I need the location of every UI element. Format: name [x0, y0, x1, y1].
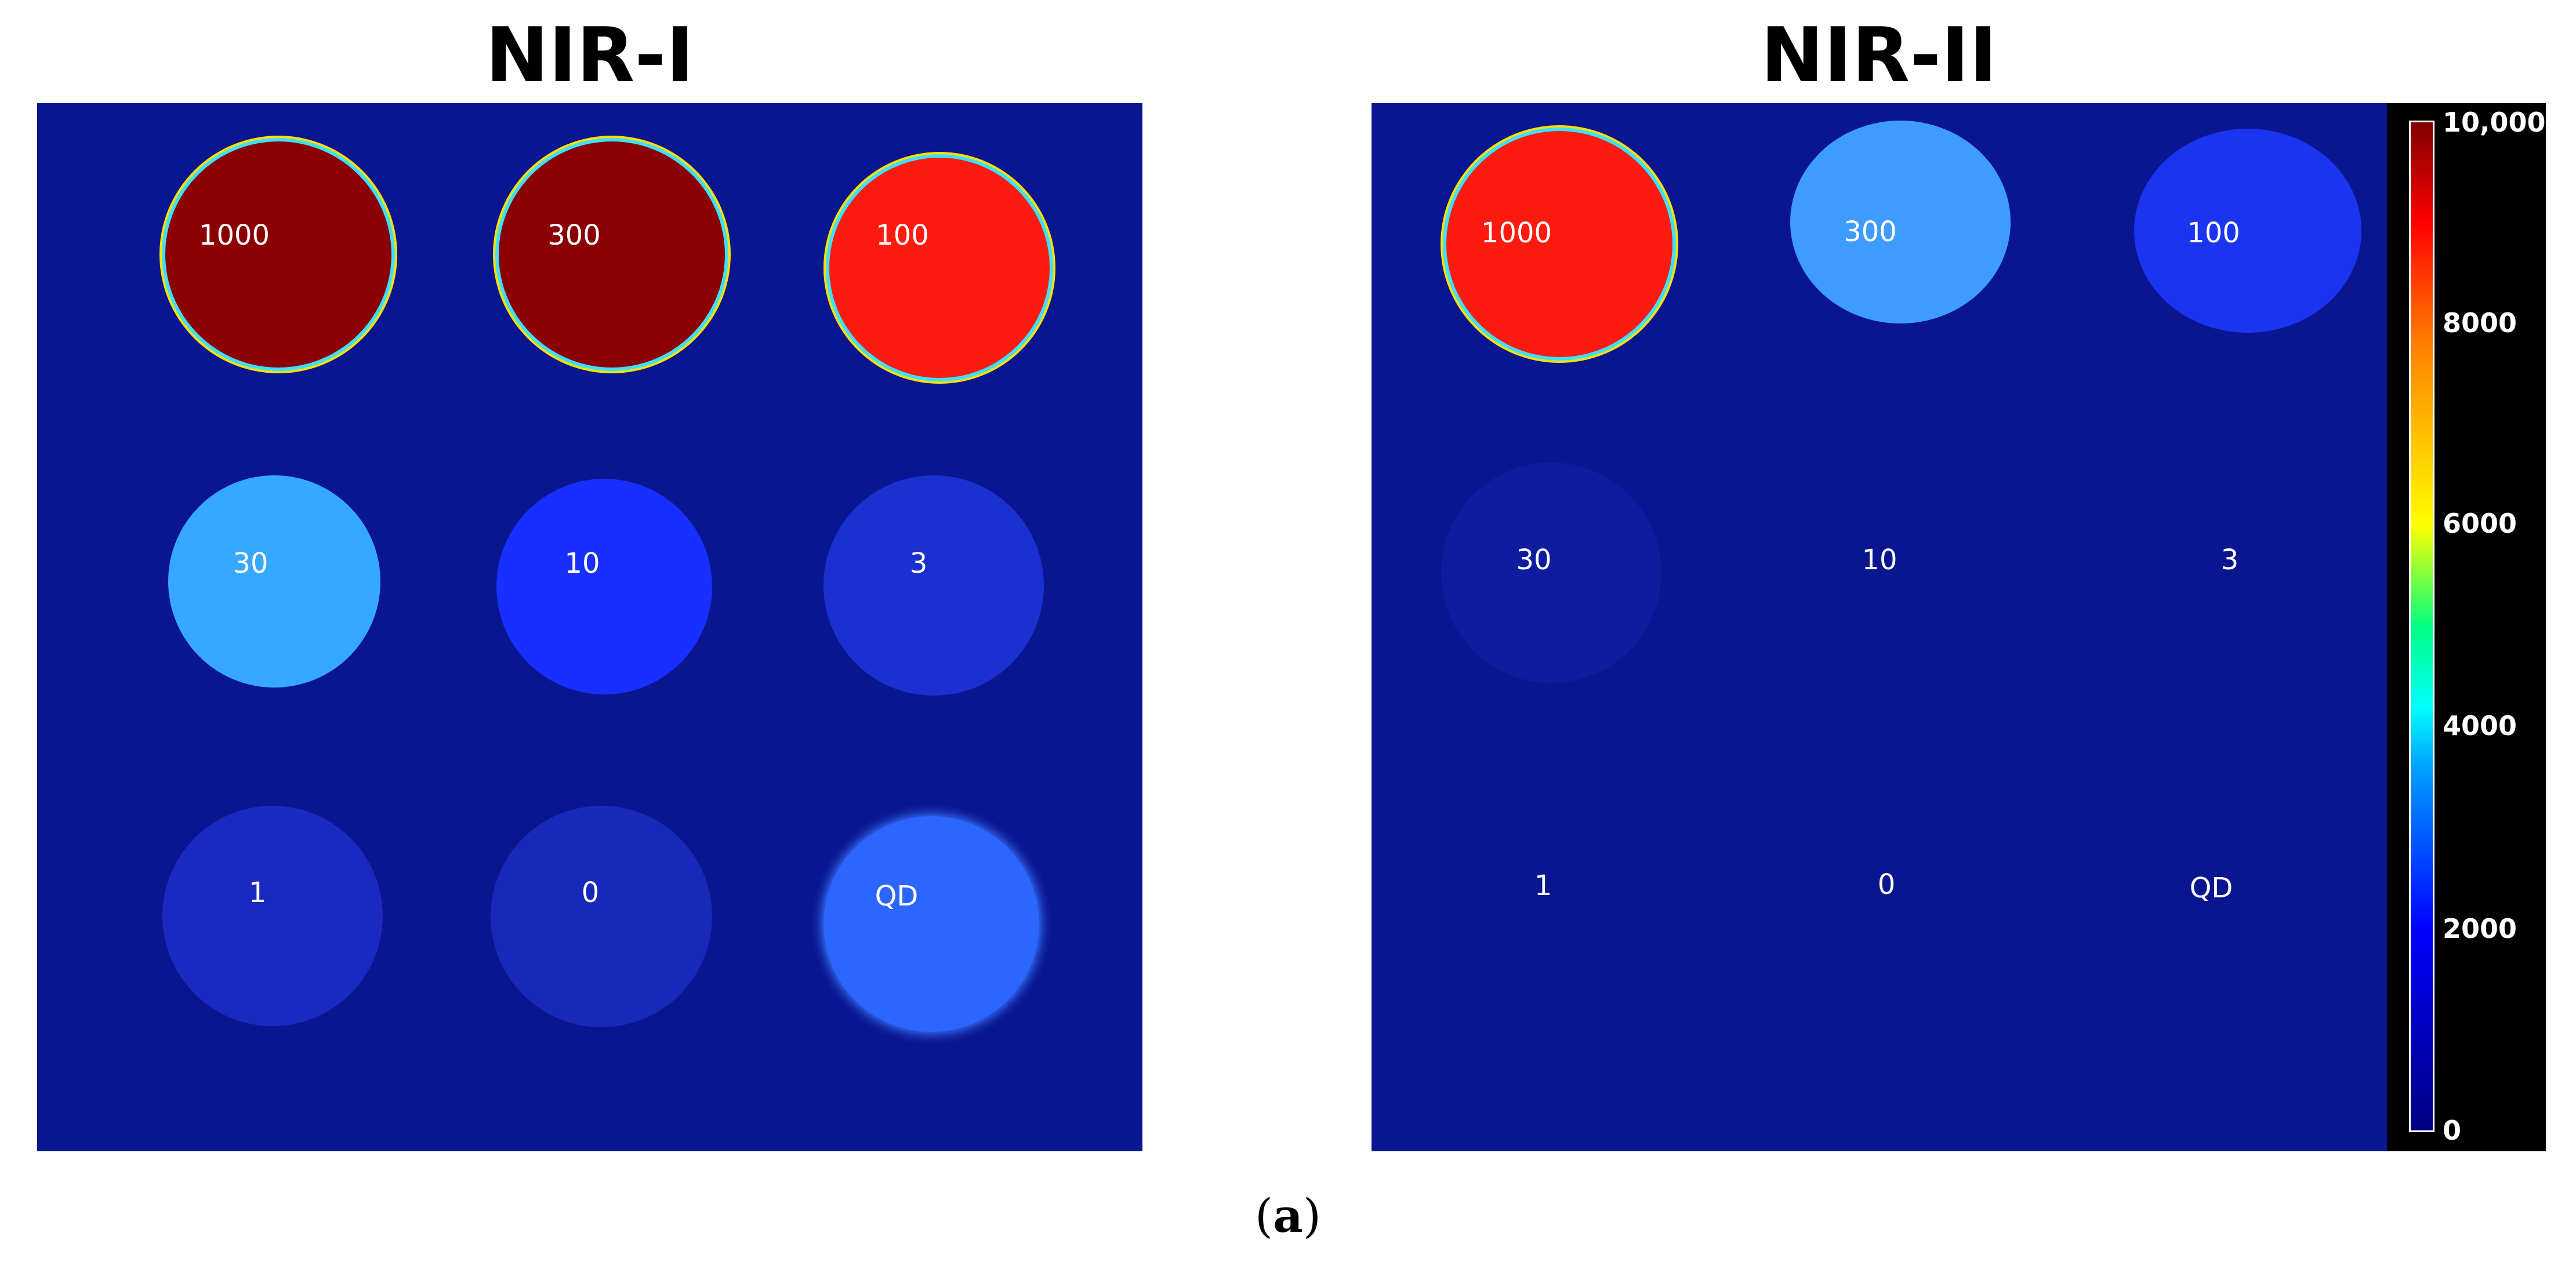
well-label: 30 [233, 547, 269, 580]
well-3 [823, 475, 1044, 696]
well-label: 100 [2187, 217, 2240, 249]
well-label: QD [875, 880, 919, 912]
well-300 [1790, 121, 2011, 323]
well-qd [823, 816, 1039, 1032]
well-label: 300 [547, 219, 601, 252]
nir-i-image: 1000 300 100 30 10 3 1 0 QD [37, 103, 1142, 1151]
well-1000 [165, 141, 391, 368]
well-label: 100 [876, 219, 929, 252]
colorbar-tick-label: 2000 [2443, 913, 2517, 944]
well-label: 1 [248, 877, 267, 909]
well-label: 3 [909, 547, 928, 580]
colorbar-gradient [2409, 121, 2434, 1132]
colorbar-tick-label: 10,000 [2443, 107, 2546, 138]
well-label: 0 [1877, 868, 1896, 901]
well-100 [2134, 129, 2361, 333]
caption-close: ) [1302, 1189, 1322, 1243]
well-label: 300 [1844, 216, 1897, 248]
caption-open: ( [1254, 1189, 1274, 1243]
well-label: 10 [1862, 544, 1897, 576]
well-label: 30 [1516, 544, 1552, 576]
colorbar-tick-label: 0 [2443, 1115, 2462, 1146]
well-label: 0 [581, 877, 600, 909]
colorbar-panel: 10,000 8000 6000 4000 2000 0 [2387, 103, 2546, 1151]
figure-caption: (a) [0, 1188, 2576, 1243]
well-30 [1441, 463, 1661, 683]
nir-ii-image: 1000 300 100 30 10 3 1 0 QD [1372, 103, 2387, 1151]
well-label: 1 [1534, 870, 1552, 902]
well-1000 [1446, 131, 1672, 357]
well-label: 3 [2221, 544, 2239, 576]
well-label: 1000 [1481, 217, 1552, 249]
caption-letter: a [1273, 1188, 1303, 1243]
colorbar-tick-label: 4000 [2443, 710, 2517, 741]
well-0 [491, 806, 712, 1027]
colorbar-tick-label: 8000 [2443, 307, 2517, 339]
well-label: 10 [564, 547, 600, 580]
well-1 [162, 806, 383, 1026]
well-label: QD [2189, 872, 2233, 904]
well-label: 1000 [198, 219, 270, 252]
well-10 [496, 479, 712, 694]
well-100 [829, 158, 1050, 378]
well-30 [168, 475, 380, 688]
colorbar-tick-label: 6000 [2443, 508, 2517, 539]
well-300 [499, 141, 725, 368]
panel-title-nir-ii: NIR-II [1761, 11, 1997, 99]
panel-title-nir-i: NIR-I [485, 11, 694, 99]
